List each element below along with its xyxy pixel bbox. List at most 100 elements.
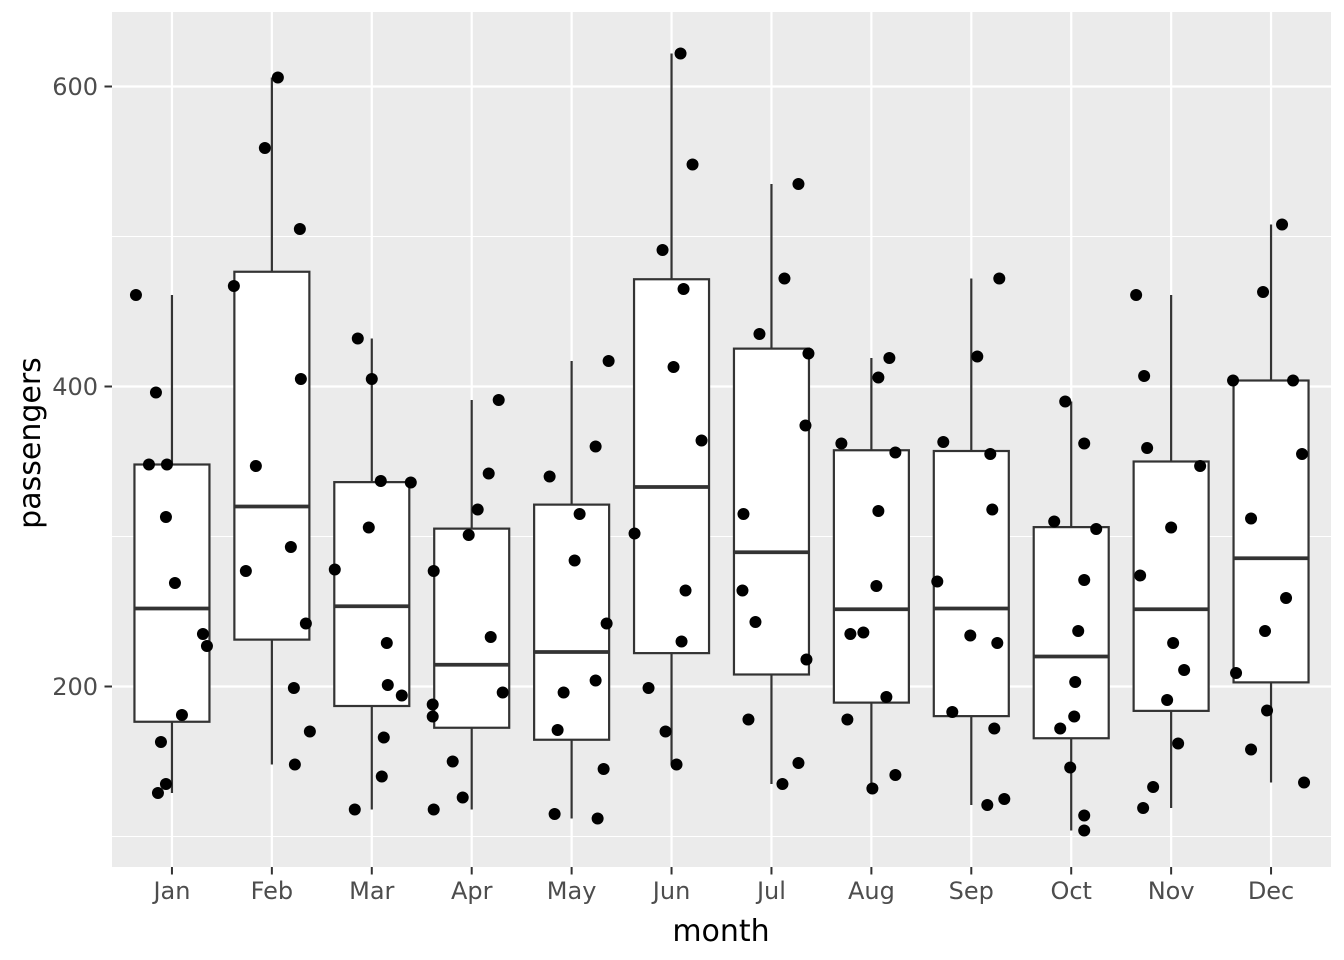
iqr-box [632, 278, 711, 655]
jitter-point [1167, 637, 1180, 649]
iqr-box [832, 449, 910, 704]
jitter-point [377, 731, 390, 744]
jitter-point [1178, 664, 1191, 676]
jitter-point [1078, 437, 1091, 450]
jitter-point [484, 631, 497, 643]
jitter-point [573, 508, 586, 520]
jitter-point [427, 803, 440, 816]
jitter-point [991, 637, 1004, 649]
jitter-point [589, 674, 602, 687]
boxplot-Jun [632, 53, 711, 765]
jitter-point [374, 475, 387, 487]
jitter-point [471, 503, 484, 516]
x-tick-label: Jun [651, 877, 691, 905]
jitter-point [328, 563, 341, 576]
boxplot-May [533, 361, 611, 819]
iqr-box [732, 347, 811, 676]
y-tick-label: 400 [52, 373, 98, 401]
jitter-point [880, 691, 893, 703]
jitter-point [1048, 515, 1061, 528]
jitter-point [675, 635, 688, 648]
boxplot-Dec [1232, 224, 1310, 783]
jitter-point [872, 505, 885, 517]
jitter-point [303, 725, 316, 738]
jitter-point [294, 373, 307, 385]
jitter-point [426, 710, 439, 723]
jitter-point [946, 706, 959, 718]
jitter-point [1147, 781, 1160, 793]
jitter-point [239, 565, 252, 577]
jitter-point [964, 629, 977, 642]
jitter-point [395, 689, 408, 702]
jitter-point [365, 373, 378, 385]
jitter-point [628, 527, 641, 540]
jitter-point [1276, 218, 1289, 231]
jitter-point [1227, 374, 1240, 387]
jitter-point [686, 158, 699, 171]
boxplot-Jan [133, 295, 211, 793]
jitter-point [679, 584, 692, 597]
x-tick-label: May [547, 877, 597, 905]
jitter-point [986, 503, 999, 516]
jitter-point [288, 758, 301, 771]
jitter-point [984, 448, 997, 460]
jitter-point [1141, 442, 1154, 454]
jitter-point [844, 628, 857, 640]
jitter-point [792, 757, 805, 769]
jitter-point [149, 386, 162, 399]
jitter-point [695, 434, 708, 447]
jitter-point [1261, 704, 1274, 717]
x-tick-label: Oct [1050, 877, 1092, 905]
jitter-point [1194, 460, 1207, 472]
iqr-box [333, 481, 411, 708]
y-axis-title: passengers [13, 357, 48, 529]
jitter-point [351, 332, 364, 345]
iqr-box [932, 449, 1010, 718]
jitter-point [258, 142, 271, 154]
jitter-point [889, 769, 902, 781]
jitter-point [1068, 710, 1081, 723]
jitter-point [426, 698, 439, 711]
jitter-point [1072, 625, 1085, 637]
jitter-point [482, 467, 495, 480]
x-tick-label: Sep [949, 877, 994, 905]
jitter-point [249, 460, 262, 472]
jitter-point [799, 419, 812, 432]
jitter-point [1138, 370, 1151, 382]
jitter-point [971, 350, 984, 363]
jitter-point [602, 355, 615, 367]
boxplot-Nov [1132, 295, 1210, 808]
jitter-point [642, 682, 655, 694]
jitter-point [557, 686, 570, 699]
jitter-point [404, 476, 417, 489]
jitter-point [551, 724, 564, 736]
x-tick-label: Nov [1148, 877, 1195, 905]
jitter-point [753, 328, 766, 340]
jitter-point [749, 616, 762, 628]
jitter-point [736, 584, 749, 597]
jitter-point [857, 626, 870, 639]
boxplot-Sep [932, 278, 1010, 805]
jitter-point [362, 521, 375, 534]
boxplot-Apr [433, 400, 511, 810]
jitter-point [659, 725, 672, 738]
jitter-point [456, 791, 469, 804]
jitter-point [1130, 289, 1143, 301]
jitter-point [1134, 569, 1147, 582]
jitter-point [1298, 776, 1311, 789]
jitter-point [160, 458, 173, 471]
x-tick-label: Apr [451, 877, 493, 905]
jitter-point [293, 223, 306, 235]
jitter-point [168, 577, 181, 589]
jitter-point [1090, 523, 1103, 535]
y-tick-label: 600 [52, 73, 98, 101]
jitter-point [543, 470, 556, 483]
jitter-point [1059, 395, 1072, 408]
jitter-point [196, 628, 209, 640]
jitter-point [446, 755, 459, 768]
jitter-point [1078, 809, 1091, 822]
iqr-box [1232, 379, 1310, 684]
jitter-point [284, 541, 297, 553]
y-tick-label: 200 [52, 673, 98, 701]
